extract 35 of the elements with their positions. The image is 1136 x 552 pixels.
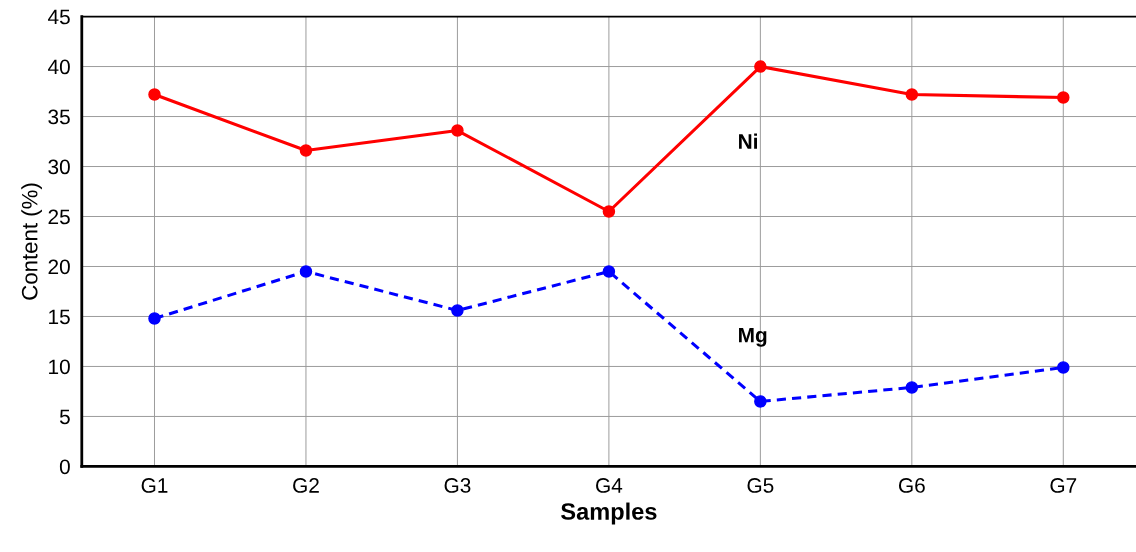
point <box>148 312 161 325</box>
series-label: Mg <box>739 327 767 347</box>
y-tick-label: 0 <box>59 459 70 475</box>
point <box>299 144 313 157</box>
y-tick-label: 30 <box>48 159 70 175</box>
point <box>905 381 919 394</box>
y-tick-label: 20 <box>48 259 70 275</box>
x-tick-label: G6 <box>898 478 925 493</box>
y-axis-title: Content (%) <box>21 183 42 300</box>
point <box>1057 91 1070 104</box>
point <box>754 60 767 73</box>
x-tick-label: G5 <box>747 478 774 493</box>
y-tick-label: 45 <box>47 9 70 25</box>
x-axis-title: Samples <box>561 502 657 525</box>
y-tick-label: 40 <box>47 59 70 75</box>
point <box>299 265 313 278</box>
point <box>754 395 767 408</box>
point <box>602 205 616 218</box>
point <box>148 88 161 101</box>
y-tick-label: 15 <box>49 309 70 325</box>
x-tick-label: G7 <box>1050 478 1077 493</box>
y-tick-label: 25 <box>48 209 70 225</box>
point <box>905 88 919 101</box>
x-tick-label: G3 <box>444 478 471 493</box>
y-tick-label: 35 <box>48 109 70 125</box>
x-tick-label: G4 <box>596 478 623 493</box>
point <box>451 124 464 137</box>
y-tick-label: 10 <box>49 359 70 375</box>
x-tick-label: G1 <box>141 478 168 493</box>
x-tick-label: G2 <box>293 478 319 493</box>
point <box>451 304 464 317</box>
point <box>602 265 616 278</box>
series-label: Ni <box>739 133 757 149</box>
point <box>1057 361 1070 374</box>
y-tick-label: 5 <box>59 409 70 425</box>
